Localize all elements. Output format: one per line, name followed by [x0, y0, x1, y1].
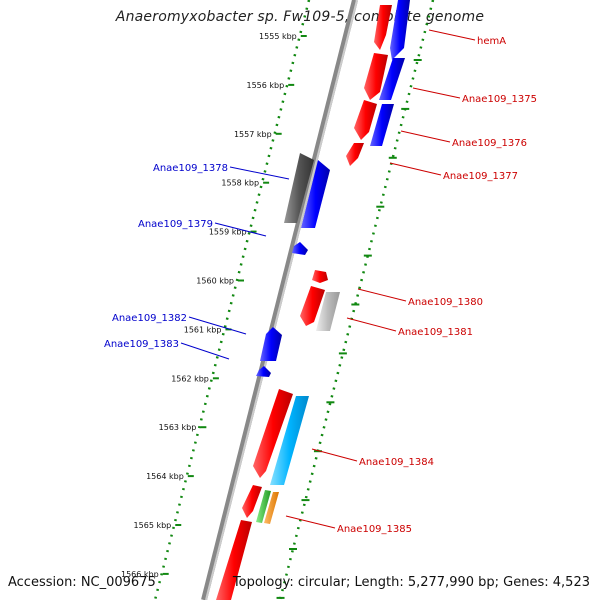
gene-anae109-1382[interactable]	[260, 327, 282, 361]
gene-anae109-1376[interactable]	[354, 100, 377, 140]
gene-anae109-1384[interactable]	[253, 389, 293, 478]
scale-ticks: 1555 kbp 1556 kbp 1557 kbp 1558 kbp 1559 kbp…	[121, 32, 422, 599]
gene-anae109-1378[interactable]	[301, 160, 330, 228]
topology-text: Topology: circular; Length: 5,277,990 bp…	[232, 575, 590, 590]
label-anae109-1379[interactable]: Anae109_1379	[138, 219, 213, 230]
label-hemA[interactable]: hemA	[477, 36, 506, 47]
label-anae109-1380[interactable]: Anae109_1380	[408, 297, 483, 308]
label-anae109-1378[interactable]: Anae109_1378	[153, 163, 228, 174]
scale-tick-label: 1556 kbp	[247, 81, 285, 90]
gene-features[interactable]	[216, 0, 410, 600]
gene-anae109-1385[interactable]	[242, 485, 262, 518]
gene-anae109-1377[interactable]	[346, 143, 364, 166]
scale-tick-label: 1562 kbp	[171, 374, 209, 383]
scale-tick-label: 1559 kbp	[209, 228, 247, 237]
label-anae109-1381[interactable]: Anae109_1381	[398, 327, 473, 338]
gene-bottom-red[interactable]	[216, 520, 252, 600]
gene-anae109-1383[interactable]	[256, 366, 271, 377]
label-anae109-1377[interactable]: Anae109_1377	[443, 171, 518, 182]
label-anae109-1375[interactable]: Anae109_1375	[462, 94, 537, 105]
gene-hemA[interactable]	[374, 5, 392, 50]
gene-anae109-1384-cyan[interactable]	[270, 396, 309, 485]
scale-tick-label: 1557 kbp	[234, 130, 272, 139]
scale-tick-label: 1565 kbp	[134, 521, 172, 530]
scale-tick-label: 1566 kbp	[121, 570, 159, 579]
label-anae109-1376[interactable]: Anae109_1376	[452, 138, 527, 149]
gene-anae109-1380[interactable]	[312, 270, 328, 283]
scale-tick-label: 1561 kbp	[184, 325, 222, 334]
scale-tick-label: 1558 kbp	[221, 179, 259, 188]
genome-backbone	[201, 0, 358, 600]
scale-tick-label: 1563 kbp	[159, 423, 197, 432]
gene-anae109-1375-blue[interactable]	[379, 58, 405, 100]
scale-line-left	[153, 0, 311, 600]
gene-anae109-1378-gray[interactable]	[284, 153, 314, 223]
label-anae109-1384[interactable]: Anae109_1384	[359, 457, 434, 468]
gene-anae109-1376-blue[interactable]	[370, 104, 394, 146]
gene-anae109-1385-green[interactable]	[256, 490, 271, 523]
label-anae109-1385[interactable]: Anae109_1385	[337, 524, 412, 535]
gene-anae109-1381[interactable]	[316, 292, 340, 331]
gene-anae109-1379[interactable]	[292, 242, 308, 255]
label-leader-lines	[180, 29, 476, 529]
label-anae109-1382[interactable]: Anae109_1382	[112, 313, 187, 324]
gene-anae109-1380b[interactable]	[300, 286, 325, 326]
scale-tick-label: 1560 kbp	[196, 277, 234, 286]
gene-anae109-1375[interactable]	[364, 53, 388, 100]
scale-tick-label: 1564 kbp	[146, 472, 184, 481]
label-anae109-1383[interactable]: Anae109_1383	[104, 339, 179, 350]
gene-anae109-1385-orange[interactable]	[264, 492, 279, 524]
gene-labels: hemA Anae109_1375 Anae109_1376 Anae109_1…	[104, 36, 537, 535]
map-title: Anaeromyxobacter sp. Fw109-5, complete g…	[115, 9, 485, 25]
accession-text: Accession: NC_009675	[8, 575, 156, 590]
gene-hemA-blue[interactable]	[390, 0, 410, 60]
scale-tick-label: 1555 kbp	[259, 32, 297, 41]
